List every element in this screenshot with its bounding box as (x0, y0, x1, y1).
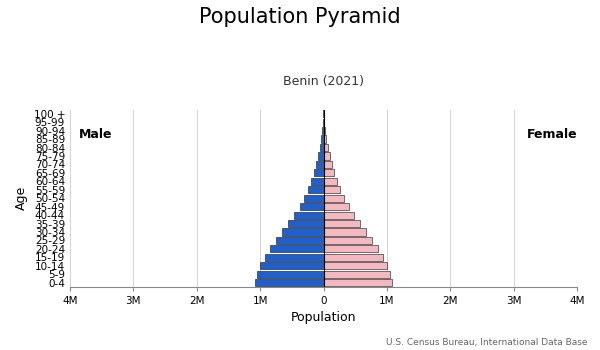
Bar (323, 245, 378, 252)
Y-axis label: Age: Age (15, 186, 28, 210)
Bar (323, 161, 332, 168)
Bar (323, 186, 340, 193)
Bar (323, 152, 330, 160)
Bar (271, 245, 323, 252)
Bar (322, 135, 323, 143)
Bar (308, 186, 323, 193)
Bar (260, 262, 323, 270)
Bar (323, 271, 390, 278)
Bar (323, 279, 392, 286)
Bar (323, 229, 366, 236)
Bar (283, 229, 323, 236)
Text: U.S. Census Bureau, International Data Base: U.S. Census Bureau, International Data B… (386, 337, 588, 346)
Bar (311, 178, 323, 185)
Bar (265, 254, 323, 261)
Bar (323, 237, 372, 244)
Text: Population Pyramid: Population Pyramid (199, 7, 401, 27)
Bar (323, 262, 388, 270)
Bar (316, 161, 323, 168)
Title: Benin (2021): Benin (2021) (283, 75, 364, 88)
Bar (323, 203, 349, 210)
Bar (322, 127, 323, 134)
Bar (295, 211, 323, 219)
X-axis label: Population: Population (291, 312, 356, 324)
Text: Female: Female (527, 128, 577, 141)
Bar (323, 220, 360, 227)
Bar (323, 211, 354, 219)
Bar (255, 279, 323, 286)
Bar (277, 237, 323, 244)
Bar (323, 135, 326, 143)
Bar (318, 152, 323, 160)
Bar (323, 144, 328, 151)
Bar (323, 195, 344, 202)
Bar (304, 195, 323, 202)
Bar (323, 178, 337, 185)
Bar (289, 220, 323, 227)
Bar (314, 169, 323, 176)
Bar (323, 169, 334, 176)
Bar (323, 127, 325, 134)
Bar (323, 254, 383, 261)
Bar (257, 271, 323, 278)
Bar (300, 203, 323, 210)
Text: Male: Male (79, 128, 112, 141)
Bar (323, 119, 324, 126)
Bar (320, 144, 323, 151)
